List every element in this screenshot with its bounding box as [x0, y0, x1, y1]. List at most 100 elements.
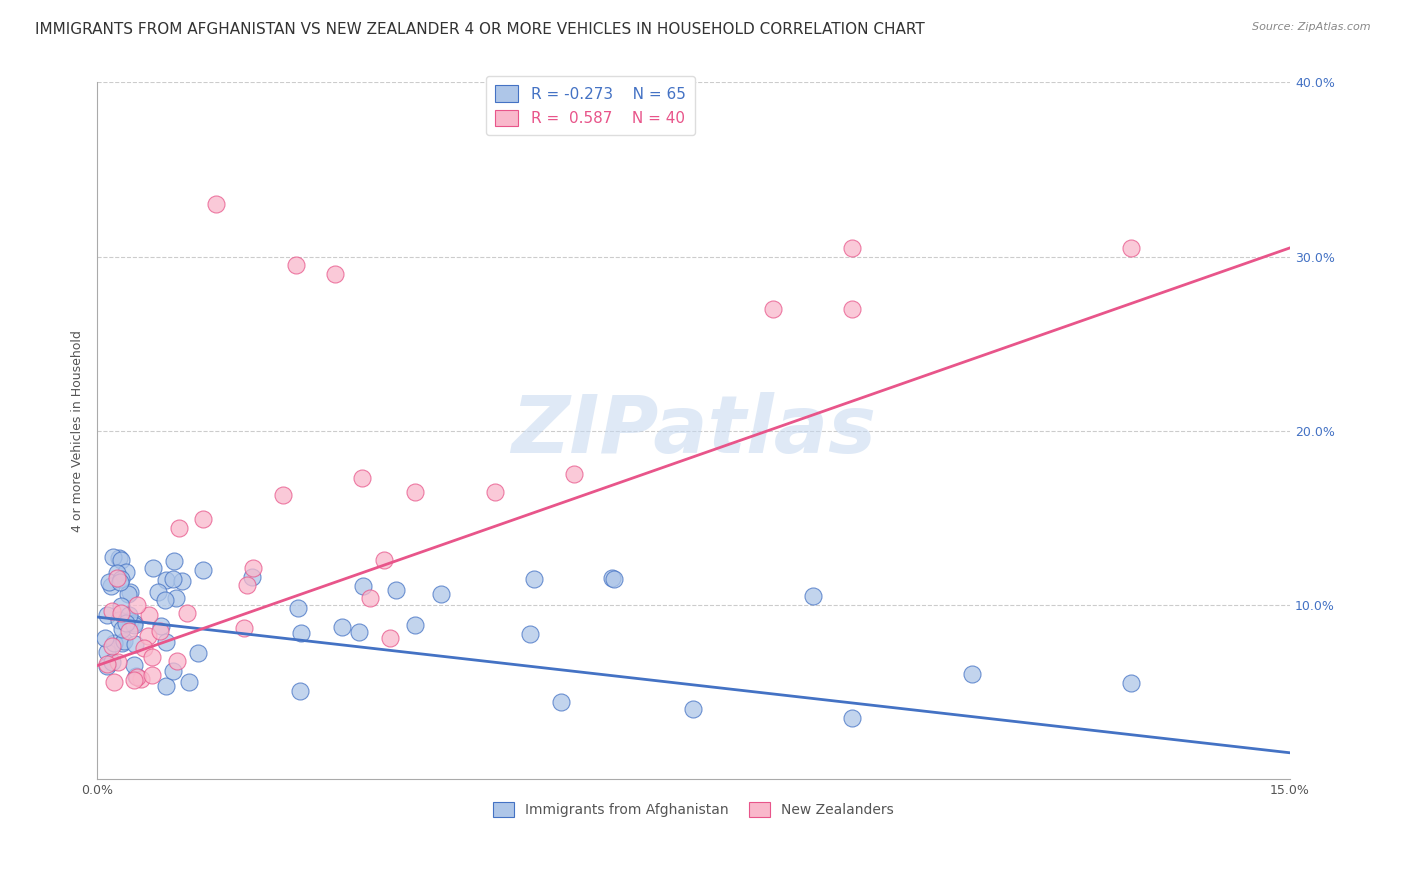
- Point: [103, 550, 125, 565]
- Point: [290, 626, 312, 640]
- Point: [603, 572, 626, 586]
- Point: [142, 561, 165, 575]
- Point: [162, 665, 184, 679]
- Point: [115, 566, 138, 580]
- Point: [359, 591, 381, 605]
- Point: [167, 520, 190, 534]
- Point: [330, 620, 353, 634]
- Point: [124, 637, 146, 651]
- Point: [602, 571, 624, 585]
- Point: [96, 645, 118, 659]
- Point: [117, 587, 139, 601]
- Point: [105, 566, 128, 581]
- Point: [271, 488, 294, 502]
- Point: [166, 654, 188, 668]
- Point: [284, 258, 307, 272]
- Point: [107, 551, 129, 566]
- Point: [841, 711, 863, 725]
- Text: ZIPatlas: ZIPatlas: [510, 392, 876, 470]
- Point: [138, 607, 160, 622]
- Point: [117, 624, 139, 638]
- Point: [380, 631, 402, 645]
- Point: [187, 646, 209, 660]
- Y-axis label: 4 or more Vehicles in Household: 4 or more Vehicles in Household: [72, 330, 84, 532]
- Point: [163, 554, 186, 568]
- Point: [110, 553, 132, 567]
- Point: [762, 301, 785, 316]
- Point: [96, 657, 118, 671]
- Point: [550, 694, 572, 708]
- Point: [136, 629, 159, 643]
- Point: [155, 679, 177, 693]
- Point: [236, 578, 259, 592]
- Point: [101, 640, 124, 654]
- Point: [118, 585, 141, 599]
- Point: [96, 659, 118, 673]
- Point: [105, 571, 128, 585]
- Point: [110, 599, 132, 613]
- Point: [96, 607, 118, 622]
- Point: [97, 574, 120, 589]
- Point: [134, 641, 156, 656]
- Point: [191, 512, 214, 526]
- Point: [960, 667, 983, 681]
- Point: [155, 574, 177, 588]
- Point: [94, 632, 117, 646]
- Point: [841, 241, 863, 255]
- Point: [165, 591, 187, 605]
- Point: [429, 587, 451, 601]
- Point: [125, 598, 148, 612]
- Point: [353, 579, 375, 593]
- Point: [1119, 676, 1142, 690]
- Point: [124, 658, 146, 673]
- Point: [108, 574, 131, 589]
- Point: [101, 604, 124, 618]
- Point: [103, 675, 125, 690]
- Point: [125, 669, 148, 683]
- Text: IMMIGRANTS FROM AFGHANISTAN VS NEW ZEALANDER 4 OR MORE VEHICLES IN HOUSEHOLD COR: IMMIGRANTS FROM AFGHANISTAN VS NEW ZEALA…: [35, 22, 925, 37]
- Point: [841, 301, 863, 316]
- Point: [404, 617, 426, 632]
- Point: [112, 633, 135, 648]
- Point: [242, 561, 264, 575]
- Point: [404, 484, 426, 499]
- Point: [117, 607, 139, 622]
- Text: Source: ZipAtlas.com: Source: ZipAtlas.com: [1253, 22, 1371, 32]
- Point: [122, 615, 145, 630]
- Point: [110, 607, 132, 621]
- Point: [162, 572, 184, 586]
- Point: [120, 615, 142, 629]
- Point: [110, 572, 132, 586]
- Point: [101, 655, 124, 669]
- Point: [347, 625, 370, 640]
- Point: [1119, 241, 1142, 255]
- Point: [103, 636, 125, 650]
- Point: [205, 197, 228, 211]
- Point: [523, 572, 546, 586]
- Point: [288, 684, 311, 698]
- Point: [122, 617, 145, 632]
- Point: [562, 467, 585, 482]
- Point: [240, 570, 263, 584]
- Point: [350, 471, 373, 485]
- Point: [153, 593, 176, 607]
- Point: [100, 579, 122, 593]
- Point: [170, 574, 193, 588]
- Point: [325, 267, 347, 281]
- Point: [115, 615, 138, 630]
- Point: [385, 583, 408, 598]
- Point: [176, 606, 198, 620]
- Point: [149, 624, 172, 638]
- Point: [193, 563, 215, 577]
- Point: [287, 601, 309, 615]
- Point: [233, 621, 256, 635]
- Point: [148, 585, 170, 599]
- Point: [107, 655, 129, 669]
- Point: [519, 627, 541, 641]
- Point: [150, 618, 173, 632]
- Point: [124, 673, 146, 687]
- Point: [177, 675, 200, 690]
- Point: [373, 553, 395, 567]
- Point: [125, 670, 148, 684]
- Point: [141, 668, 163, 682]
